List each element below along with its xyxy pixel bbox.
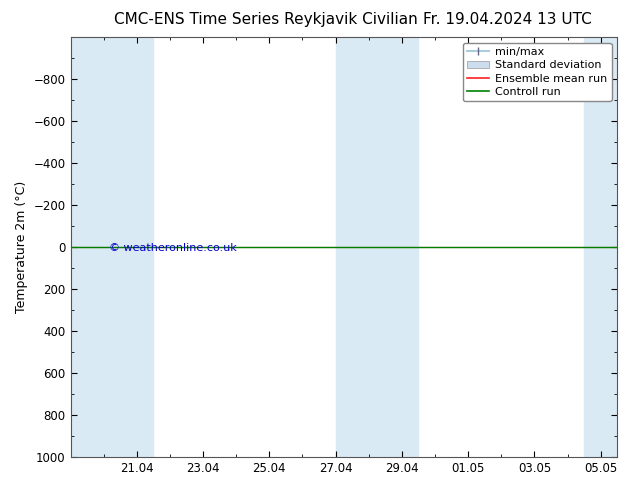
Text: CMC-ENS Time Series Reykjavik Civilian: CMC-ENS Time Series Reykjavik Civilian xyxy=(114,12,418,27)
Text: © weatheronline.co.uk: © weatheronline.co.uk xyxy=(109,244,236,253)
Text: Fr. 19.04.2024 13 UTC: Fr. 19.04.2024 13 UTC xyxy=(423,12,592,27)
Bar xyxy=(335,37,418,457)
Bar xyxy=(70,37,153,457)
Bar xyxy=(584,37,618,457)
Legend: min/max, Standard deviation, Ensemble mean run, Controll run: min/max, Standard deviation, Ensemble me… xyxy=(463,43,612,101)
Y-axis label: Temperature 2m (°C): Temperature 2m (°C) xyxy=(15,181,28,313)
